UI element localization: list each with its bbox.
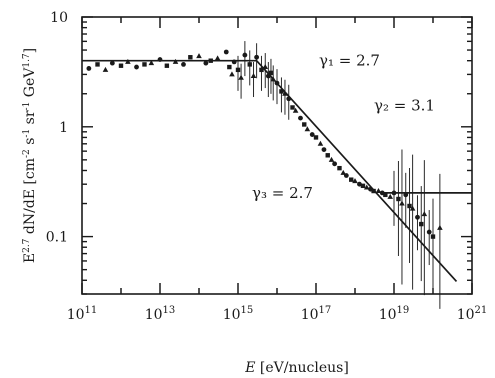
- data-point: [302, 122, 307, 127]
- data-point: [363, 184, 370, 190]
- data-point: [375, 188, 382, 194]
- data-point: [407, 203, 412, 209]
- x-tick-label: 1021: [457, 305, 488, 323]
- data-point: [415, 214, 420, 220]
- gamma-annotation: γ₁ = 2.7: [319, 52, 380, 70]
- data-point: [304, 126, 311, 132]
- data-point: [328, 156, 335, 162]
- data-point: [142, 62, 147, 67]
- data-point: [95, 62, 100, 67]
- data-point: [109, 60, 115, 66]
- data-point: [325, 153, 330, 158]
- data-point: [421, 211, 428, 217]
- data-point: [247, 62, 252, 67]
- data-point: [268, 70, 274, 76]
- data-point: [343, 173, 349, 178]
- data-point: [181, 62, 186, 67]
- data-point: [223, 49, 229, 55]
- y-axis-label: E2.7 dN/dE [cm-2 s-1 sr-1 GeV1.7]: [22, 48, 38, 263]
- data-point: [290, 105, 295, 110]
- data-point: [102, 66, 109, 72]
- gamma-annotation: γ₃ = 2.7: [252, 184, 313, 202]
- data-point: [357, 181, 362, 187]
- axis-ticks: [81, 16, 473, 295]
- data-point: [227, 64, 232, 70]
- labels-layer: 1011 1013 1015 1017 1019 1021 10 1 0.1 E [eV/nucl…: [22, 10, 487, 376]
- y-tick-label: 10: [50, 10, 68, 26]
- gamma-annotation: γ₂ = 3.1: [374, 96, 435, 114]
- data-point: [242, 52, 248, 58]
- data-point: [254, 54, 260, 60]
- data-point: [317, 140, 324, 146]
- data-point: [164, 63, 170, 68]
- data-point: [298, 115, 303, 121]
- data-point: [340, 169, 347, 175]
- fit-line: [255, 60, 458, 283]
- data-point: [337, 165, 342, 171]
- data-point: [396, 196, 401, 202]
- data-point: [360, 183, 366, 189]
- data-point: [383, 192, 388, 198]
- data-point: [349, 177, 354, 182]
- data-point: [409, 205, 416, 211]
- x-tick-label: 1019: [379, 305, 410, 323]
- data-point: [437, 224, 443, 230]
- data-point: [229, 71, 235, 77]
- power-law-fits: [82, 59, 472, 283]
- data-point: [387, 193, 394, 199]
- data-point: [203, 60, 209, 66]
- data-point: [134, 64, 139, 70]
- data-point: [321, 147, 327, 152]
- data-point: [430, 234, 436, 239]
- data-point: [426, 229, 432, 235]
- data-point: [309, 132, 315, 137]
- data-point: [188, 55, 193, 60]
- x-axis-label: E [eV/nucleus]: [244, 360, 349, 376]
- x-tick-label: 1013: [145, 305, 176, 323]
- plot-frame: [81, 16, 473, 295]
- data-point: [399, 200, 405, 206]
- data-point: [118, 63, 124, 68]
- data-point: [148, 60, 155, 66]
- x-tick-label: 1011: [67, 305, 98, 323]
- data-point: [352, 178, 358, 184]
- data-point: [279, 89, 284, 94]
- data-point: [238, 74, 244, 80]
- y-tick-label: 0.1: [46, 230, 68, 246]
- x-tick-label: 1017: [301, 305, 332, 323]
- data-point: [292, 107, 299, 113]
- data-point: [332, 161, 338, 167]
- data-layer: [86, 41, 443, 309]
- data-point: [259, 67, 264, 73]
- data-point: [419, 221, 424, 227]
- data-point: [313, 135, 319, 140]
- data-point: [235, 67, 241, 73]
- y-tick-label: 1: [59, 120, 68, 136]
- x-tick-label: 1015: [223, 305, 254, 323]
- data-point: [196, 53, 202, 59]
- data-point: [250, 73, 257, 79]
- data-point: [86, 66, 92, 71]
- data-point: [214, 55, 221, 61]
